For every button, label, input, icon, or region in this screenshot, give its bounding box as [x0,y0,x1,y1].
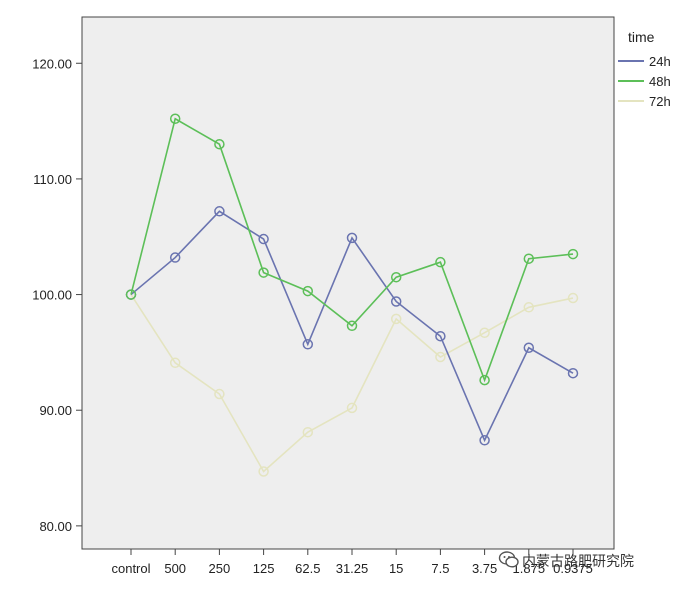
data-point-24h [346,232,358,244]
data-point-48h [125,289,137,300]
legend-label-72h: 72h [649,94,671,109]
watermark-text: 内蒙古路肥研究院 [522,554,634,570]
data-point-72h [523,302,535,313]
data-point-72h [214,388,225,400]
data-point-24h [390,296,402,307]
data-point-24h [523,342,535,354]
series-line-24h [130,210,574,443]
legend: time 24h 48h 72h [618,29,671,109]
x-tick-label: 62.5 [295,561,320,576]
y-tick-label: 120.00 [32,56,72,71]
data-point-72h [479,327,490,338]
data-point-24h [214,206,225,217]
data-point-48h [567,248,579,260]
x-tick-label: 0.9375 [553,561,593,576]
legend-label-24h: 24h [649,54,671,69]
data-point-72h [346,402,358,414]
data-point-48h [258,267,269,278]
x-tick-label: 31.25 [336,561,369,576]
data-point-48h [346,320,358,332]
series-48h [125,113,579,386]
x-tick-label: 250 [209,561,231,576]
y-tick-label: 100.00 [32,288,72,303]
series-24h [125,206,579,446]
data-point-72h [169,357,181,369]
data-point-48h [302,285,314,297]
x-tick-label: 7.5 [431,561,449,576]
series-layer [125,113,579,477]
data-point-48h [479,374,490,386]
x-tick-label: 3.75 [472,561,497,576]
x-tick-label: control [111,561,150,576]
data-point-24h [169,252,181,263]
y-tick-label: 80.00 [39,519,72,534]
data-point-72h [258,466,269,477]
data-point-24h [258,233,269,245]
plot-area [81,16,615,550]
data-point-24h [435,330,446,342]
series-72h [125,289,579,477]
y-axis: 80.00 90.00 100.00 110.00 120.00 [32,56,82,534]
data-point-24h [567,367,579,379]
x-tick-label: 500 [164,561,186,576]
data-point-48h [390,271,402,283]
y-tick-label: 110.00 [33,172,72,187]
series-line-48h [130,117,574,383]
data-point-72h [567,292,579,304]
x-tick-label: 1.875 [513,561,546,576]
data-point-24h [302,339,314,350]
data-point-48h [523,253,535,264]
legend-label-48h: 48h [649,74,671,89]
x-tick-label: 15 [389,561,403,576]
legend-title: time [628,29,655,45]
data-point-72h [435,351,446,363]
data-point-72h [390,313,402,325]
x-tick-label: 125 [253,561,275,576]
y-tick-label: 90.00 [39,403,72,418]
data-point-48h [435,256,446,268]
data-point-48h [169,113,181,125]
x-axis: control 500 250 125 62.5 31.25 15 7.5 3.75 1.875 0… [111,549,593,576]
data-point-72h [302,426,314,438]
wechat-icon [498,551,519,568]
series-line-72h [130,294,574,473]
data-point-48h [214,138,225,150]
data-point-24h [479,435,490,446]
